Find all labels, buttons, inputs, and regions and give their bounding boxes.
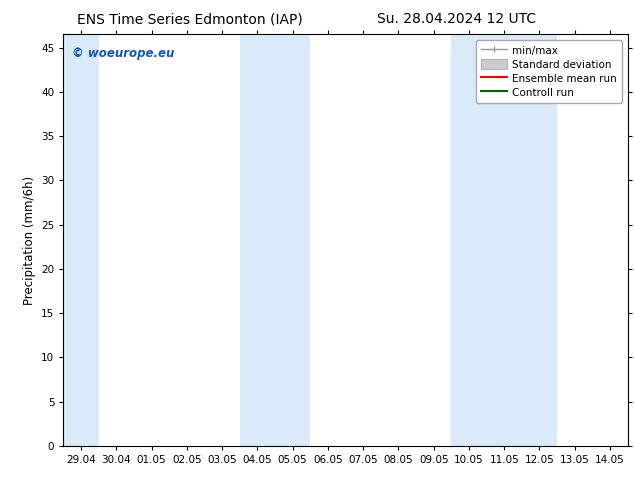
Bar	[63, 34, 99, 446]
Legend: min/max, Standard deviation, Ensemble mean run, Controll run: min/max, Standard deviation, Ensemble me…	[476, 40, 623, 103]
Bar	[451, 34, 557, 446]
Text: Su. 28.04.2024 12 UTC: Su. 28.04.2024 12 UTC	[377, 12, 536, 26]
Text: ENS Time Series Edmonton (IAP): ENS Time Series Edmonton (IAP)	[77, 12, 303, 26]
Text: © woeurope.eu: © woeurope.eu	[72, 47, 174, 60]
Y-axis label: Precipitation (mm/6h): Precipitation (mm/6h)	[23, 175, 36, 305]
Bar	[240, 34, 310, 446]
